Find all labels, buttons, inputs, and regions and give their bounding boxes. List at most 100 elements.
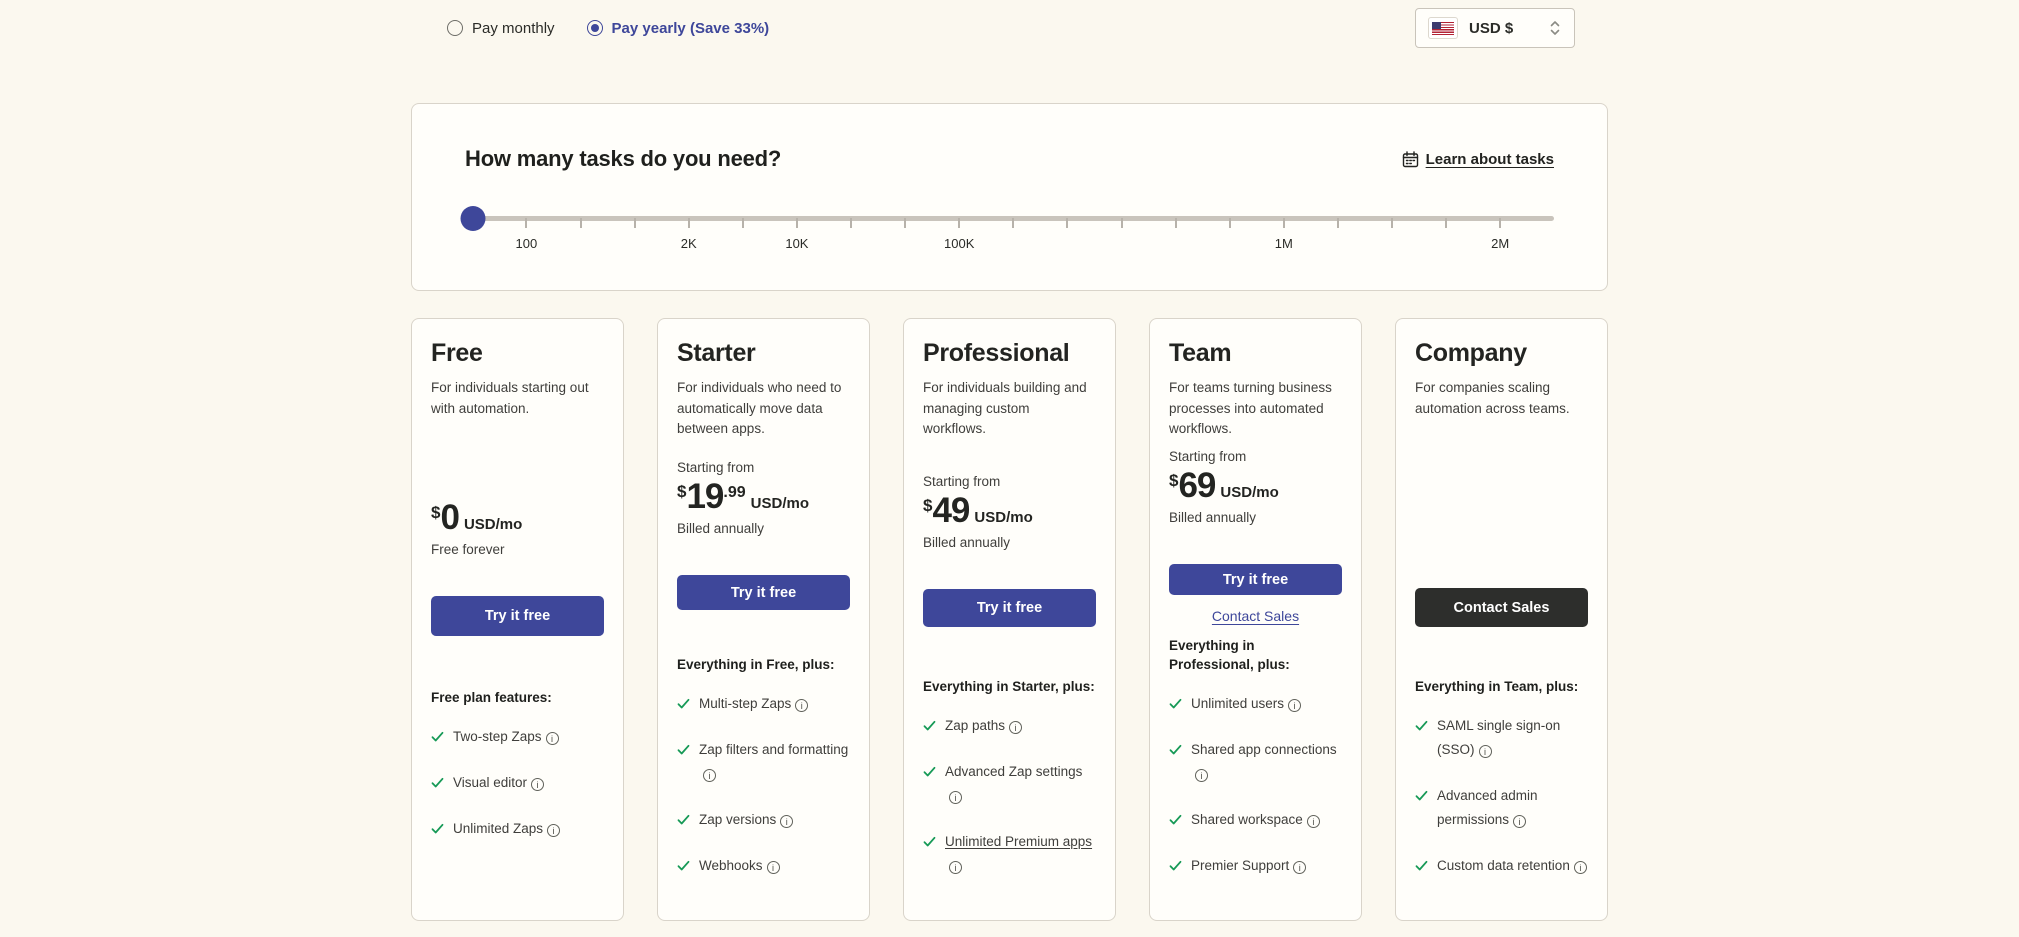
price-amount: 0 [440,498,459,537]
plan-description: For individuals who need to automaticall… [677,380,842,436]
check-icon [923,760,936,778]
try-it-free-button[interactable]: Try it free [1169,563,1342,596]
price-block: Starting from $69 USD/mo Billed annually [1169,449,1342,527]
info-icon[interactable] [1293,861,1307,874]
currency-selector[interactable]: USD $ [1415,8,1575,48]
slider-tick [795,218,798,228]
feature-item: Multi-step Zaps [677,692,850,716]
info-icon[interactable] [531,778,545,791]
price-line: $69 USD/mo [1169,466,1342,506]
feature-item: Custom data retention [1415,854,1588,878]
pricing-page: Pay monthly Pay yearly (Save 33%) USD $ … [411,0,1608,921]
slider-tick-label: 100 [515,236,538,251]
slider-handle[interactable] [460,206,486,231]
feature-label: SAML single sign-on (SSO) [1437,718,1561,757]
feature-item: Unlimited Premium apps [923,830,1096,878]
pay-yearly-option[interactable]: Pay yearly (Save 33%) [586,20,769,37]
price-line: $49 USD/mo [923,491,1096,531]
contact-sales-link[interactable]: Contact Sales [1211,607,1300,624]
contact-sales-button[interactable]: Contact Sales [1415,588,1588,627]
features-heading: Everything in Free, plus: [677,657,835,672]
feature-label: Multi-step Zaps [699,696,792,711]
check-icon [1415,784,1428,802]
billing-toggle: Pay monthly Pay yearly (Save 33%) [447,20,769,37]
plan-title: Team [1169,339,1232,367]
plan-card-starter: Starter For individuals who need to auto… [657,318,870,921]
starting-from-label: Starting from [1169,448,1247,464]
price-suffix: USD/mo [750,495,809,513]
currency-symbol: $ [431,503,441,522]
feature-label: Unlimited Zaps [453,821,544,836]
info-icon[interactable] [1288,699,1302,712]
feature-label: Zap filters and formatting [699,742,849,757]
slider-tick [1391,218,1393,228]
try-it-free-button[interactable]: Try it free [677,575,850,610]
price-suffix: USD/mo [1220,483,1279,501]
price-line [1415,490,1588,530]
feature-item: Shared app connections [1169,738,1342,786]
feature-label: Custom data retention [1437,858,1570,873]
try-it-free-button[interactable]: Try it free [431,596,604,636]
slider-tick [1445,218,1448,228]
feature-item: Zap filters and formatting [677,738,850,786]
slider-tick [1174,218,1177,228]
info-icon[interactable] [703,769,716,782]
info-icon[interactable] [547,824,561,837]
info-icon[interactable] [780,815,794,828]
starting-from-label: Starting from [923,473,1001,489]
price-block: Starting from $49 USD/mo Billed annually [923,474,1096,552]
features-list: Unlimited users Shared app connections Sha… [1169,692,1342,900]
slider-tick [687,218,690,228]
info-icon[interactable] [795,699,809,712]
check-icon [431,771,444,789]
check-icon [923,830,936,848]
feature-label[interactable]: Unlimited Premium apps [945,834,1093,849]
pay-monthly-option[interactable]: Pay monthly [447,20,555,37]
try-it-free-button[interactable]: Try it free [923,588,1096,628]
price-block: $0 USD/mo Free forever [431,479,604,559]
currency-symbol: $ [923,495,933,515]
tasks-slider[interactable]: 100 2K 10K 100K 1M 2M [460,206,1554,286]
info-icon[interactable] [1009,721,1023,734]
learn-about-tasks-label: Learn about tasks [1425,150,1554,168]
feature-label: Advanced admin permissions [1437,788,1538,827]
info-icon[interactable] [1573,861,1587,874]
check-icon [1415,714,1428,732]
feature-label: Zap versions [699,812,777,827]
plan-description: For teams turning business processes int… [1169,380,1332,436]
radio-unchecked-icon [447,20,463,36]
feature-label: Premier Support [1191,858,1290,873]
price-amount: 49 [932,490,970,530]
features-heading: Everything in Team, plus: [1415,679,1579,694]
billing-note: Free forever [431,542,505,557]
billing-note [1415,534,1588,551]
features-list: SAML single sign-on (SSO) Advanced admin … [1415,714,1588,900]
plan-card-company: Company For companies scaling automation… [1395,318,1608,921]
feature-item: Two-step Zaps [431,725,604,749]
info-icon[interactable] [766,861,780,874]
info-icon[interactable] [1478,745,1492,758]
slider-tick [579,218,582,228]
feature-label: Zap paths [945,718,1006,733]
slider-tick [1282,218,1285,228]
feature-item: Zap versions [677,808,850,832]
info-icon[interactable] [1513,815,1527,828]
slider-tick [1336,218,1339,228]
learn-about-tasks-link[interactable]: Learn about tasks [1402,151,1554,168]
feature-item: Unlimited Zaps [431,817,604,841]
features-list: Multi-step Zaps Zap filters and formattin… [677,692,850,900]
feature-label: Shared workspace [1191,812,1303,827]
feature-label: Shared app connections [1191,742,1337,757]
slider-track[interactable] [465,216,1554,221]
slider-tick [904,218,907,228]
info-icon[interactable] [949,791,962,804]
check-icon [923,714,936,732]
info-icon[interactable] [949,861,962,874]
feature-label: Advanced Zap settings [945,764,1083,779]
info-icon[interactable] [1306,815,1320,828]
check-icon [1415,854,1428,872]
info-icon[interactable] [545,732,559,745]
plan-title: Professional [923,339,1070,367]
info-icon[interactable] [1195,769,1208,782]
currency-symbol: $ [677,482,687,502]
